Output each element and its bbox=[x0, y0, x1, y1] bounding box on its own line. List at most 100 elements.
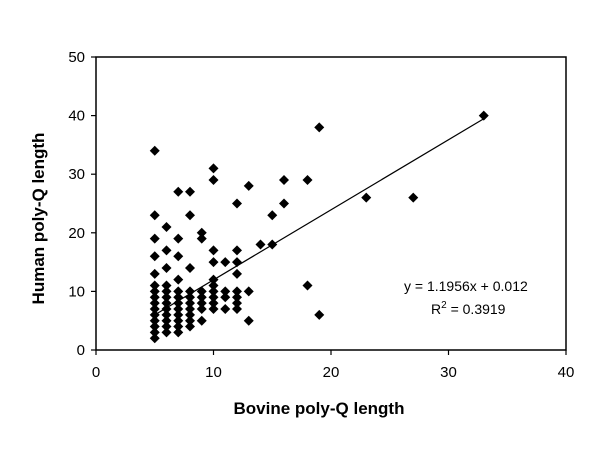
data-point bbox=[173, 251, 184, 262]
data-point bbox=[185, 309, 195, 320]
data-point bbox=[208, 245, 219, 256]
data-point bbox=[173, 292, 184, 303]
data-point bbox=[149, 268, 160, 279]
data-point bbox=[173, 321, 184, 332]
regression-equation: y = 1.1956x + 0.012 bbox=[404, 278, 528, 294]
data-point bbox=[185, 303, 195, 314]
data-point bbox=[161, 327, 172, 338]
data-point bbox=[173, 327, 184, 338]
data-point bbox=[173, 303, 184, 314]
data-point bbox=[208, 274, 219, 285]
data-point bbox=[196, 315, 207, 326]
data-point bbox=[196, 286, 207, 297]
data-point bbox=[232, 268, 242, 279]
trendline-layer bbox=[154, 118, 485, 316]
y-tick-label: 30 bbox=[68, 166, 85, 183]
data-point bbox=[173, 286, 184, 297]
x-tick-label: 0 bbox=[92, 364, 100, 381]
data-point bbox=[243, 286, 254, 297]
data-point bbox=[185, 210, 195, 221]
data-point bbox=[185, 321, 195, 332]
data-point bbox=[149, 145, 160, 156]
data-point bbox=[314, 309, 325, 320]
data-point bbox=[220, 303, 231, 314]
data-point bbox=[149, 280, 160, 291]
data-point bbox=[149, 292, 160, 303]
data-point bbox=[220, 292, 231, 303]
y-axis-title: Human poly-Q length bbox=[29, 133, 48, 305]
data-point bbox=[173, 233, 184, 244]
y-tick-label: 10 bbox=[68, 283, 85, 300]
data-point bbox=[208, 286, 219, 297]
data-point bbox=[161, 221, 172, 232]
x-tick-label: 20 bbox=[323, 364, 340, 381]
data-point bbox=[232, 298, 242, 309]
data-point bbox=[161, 280, 172, 291]
data-point bbox=[149, 210, 160, 221]
data-point bbox=[149, 315, 160, 326]
data-point bbox=[185, 286, 195, 297]
data-point bbox=[196, 227, 207, 238]
data-point bbox=[243, 180, 254, 191]
data-point bbox=[173, 186, 184, 197]
y-tick-label: 0 bbox=[77, 342, 85, 359]
data-point bbox=[149, 251, 160, 262]
data-point bbox=[196, 292, 207, 303]
data-point bbox=[161, 321, 172, 332]
data-point bbox=[196, 303, 207, 314]
data-point bbox=[232, 257, 242, 268]
data-point bbox=[149, 309, 160, 320]
data-point bbox=[232, 303, 242, 314]
data-point bbox=[161, 315, 172, 326]
data-point bbox=[208, 280, 219, 291]
r-squared-symbol: R bbox=[431, 301, 441, 317]
data-point bbox=[185, 186, 195, 197]
data-point bbox=[185, 315, 195, 326]
data-point bbox=[302, 175, 313, 186]
data-point bbox=[208, 303, 219, 314]
data-point bbox=[161, 286, 172, 297]
x-tick-label: 40 bbox=[558, 364, 575, 381]
data-point bbox=[173, 274, 184, 285]
data-point bbox=[220, 257, 231, 268]
data-point bbox=[243, 315, 254, 326]
y-tick-label: 50 bbox=[68, 49, 85, 66]
data-point bbox=[255, 239, 266, 250]
data-point bbox=[149, 333, 160, 344]
data-point bbox=[149, 286, 160, 297]
x-axis-title: Bovine poly-Q length bbox=[234, 399, 405, 418]
data-point bbox=[161, 292, 172, 303]
data-point bbox=[196, 233, 207, 244]
data-point bbox=[208, 292, 219, 303]
data-point bbox=[232, 198, 242, 209]
data-point bbox=[185, 298, 195, 309]
data-point bbox=[161, 303, 172, 314]
data-point bbox=[161, 309, 172, 320]
data-point bbox=[302, 280, 313, 291]
regression-annotation: y = 1.1956x + 0.012 R2 = 0.3919 bbox=[404, 278, 528, 317]
x-tick-label: 10 bbox=[205, 364, 222, 381]
data-point bbox=[220, 286, 231, 297]
data-point bbox=[149, 233, 160, 244]
x-tick-label: 30 bbox=[440, 364, 457, 381]
data-point bbox=[173, 298, 184, 309]
data-point bbox=[161, 245, 172, 256]
data-point bbox=[173, 309, 184, 320]
data-point bbox=[208, 257, 219, 268]
data-point bbox=[208, 163, 219, 174]
data-point bbox=[208, 175, 219, 186]
data-point bbox=[149, 303, 160, 314]
data-point bbox=[161, 262, 172, 273]
data-point bbox=[279, 198, 289, 209]
data-point bbox=[232, 292, 242, 303]
data-point bbox=[185, 262, 195, 273]
r-squared-label: R2 = 0.3919 bbox=[431, 300, 506, 317]
data-point bbox=[279, 175, 289, 186]
data-point bbox=[149, 327, 160, 338]
data-point bbox=[149, 298, 160, 309]
data-point bbox=[232, 245, 242, 256]
data-point bbox=[314, 122, 325, 133]
data-point bbox=[196, 298, 207, 309]
